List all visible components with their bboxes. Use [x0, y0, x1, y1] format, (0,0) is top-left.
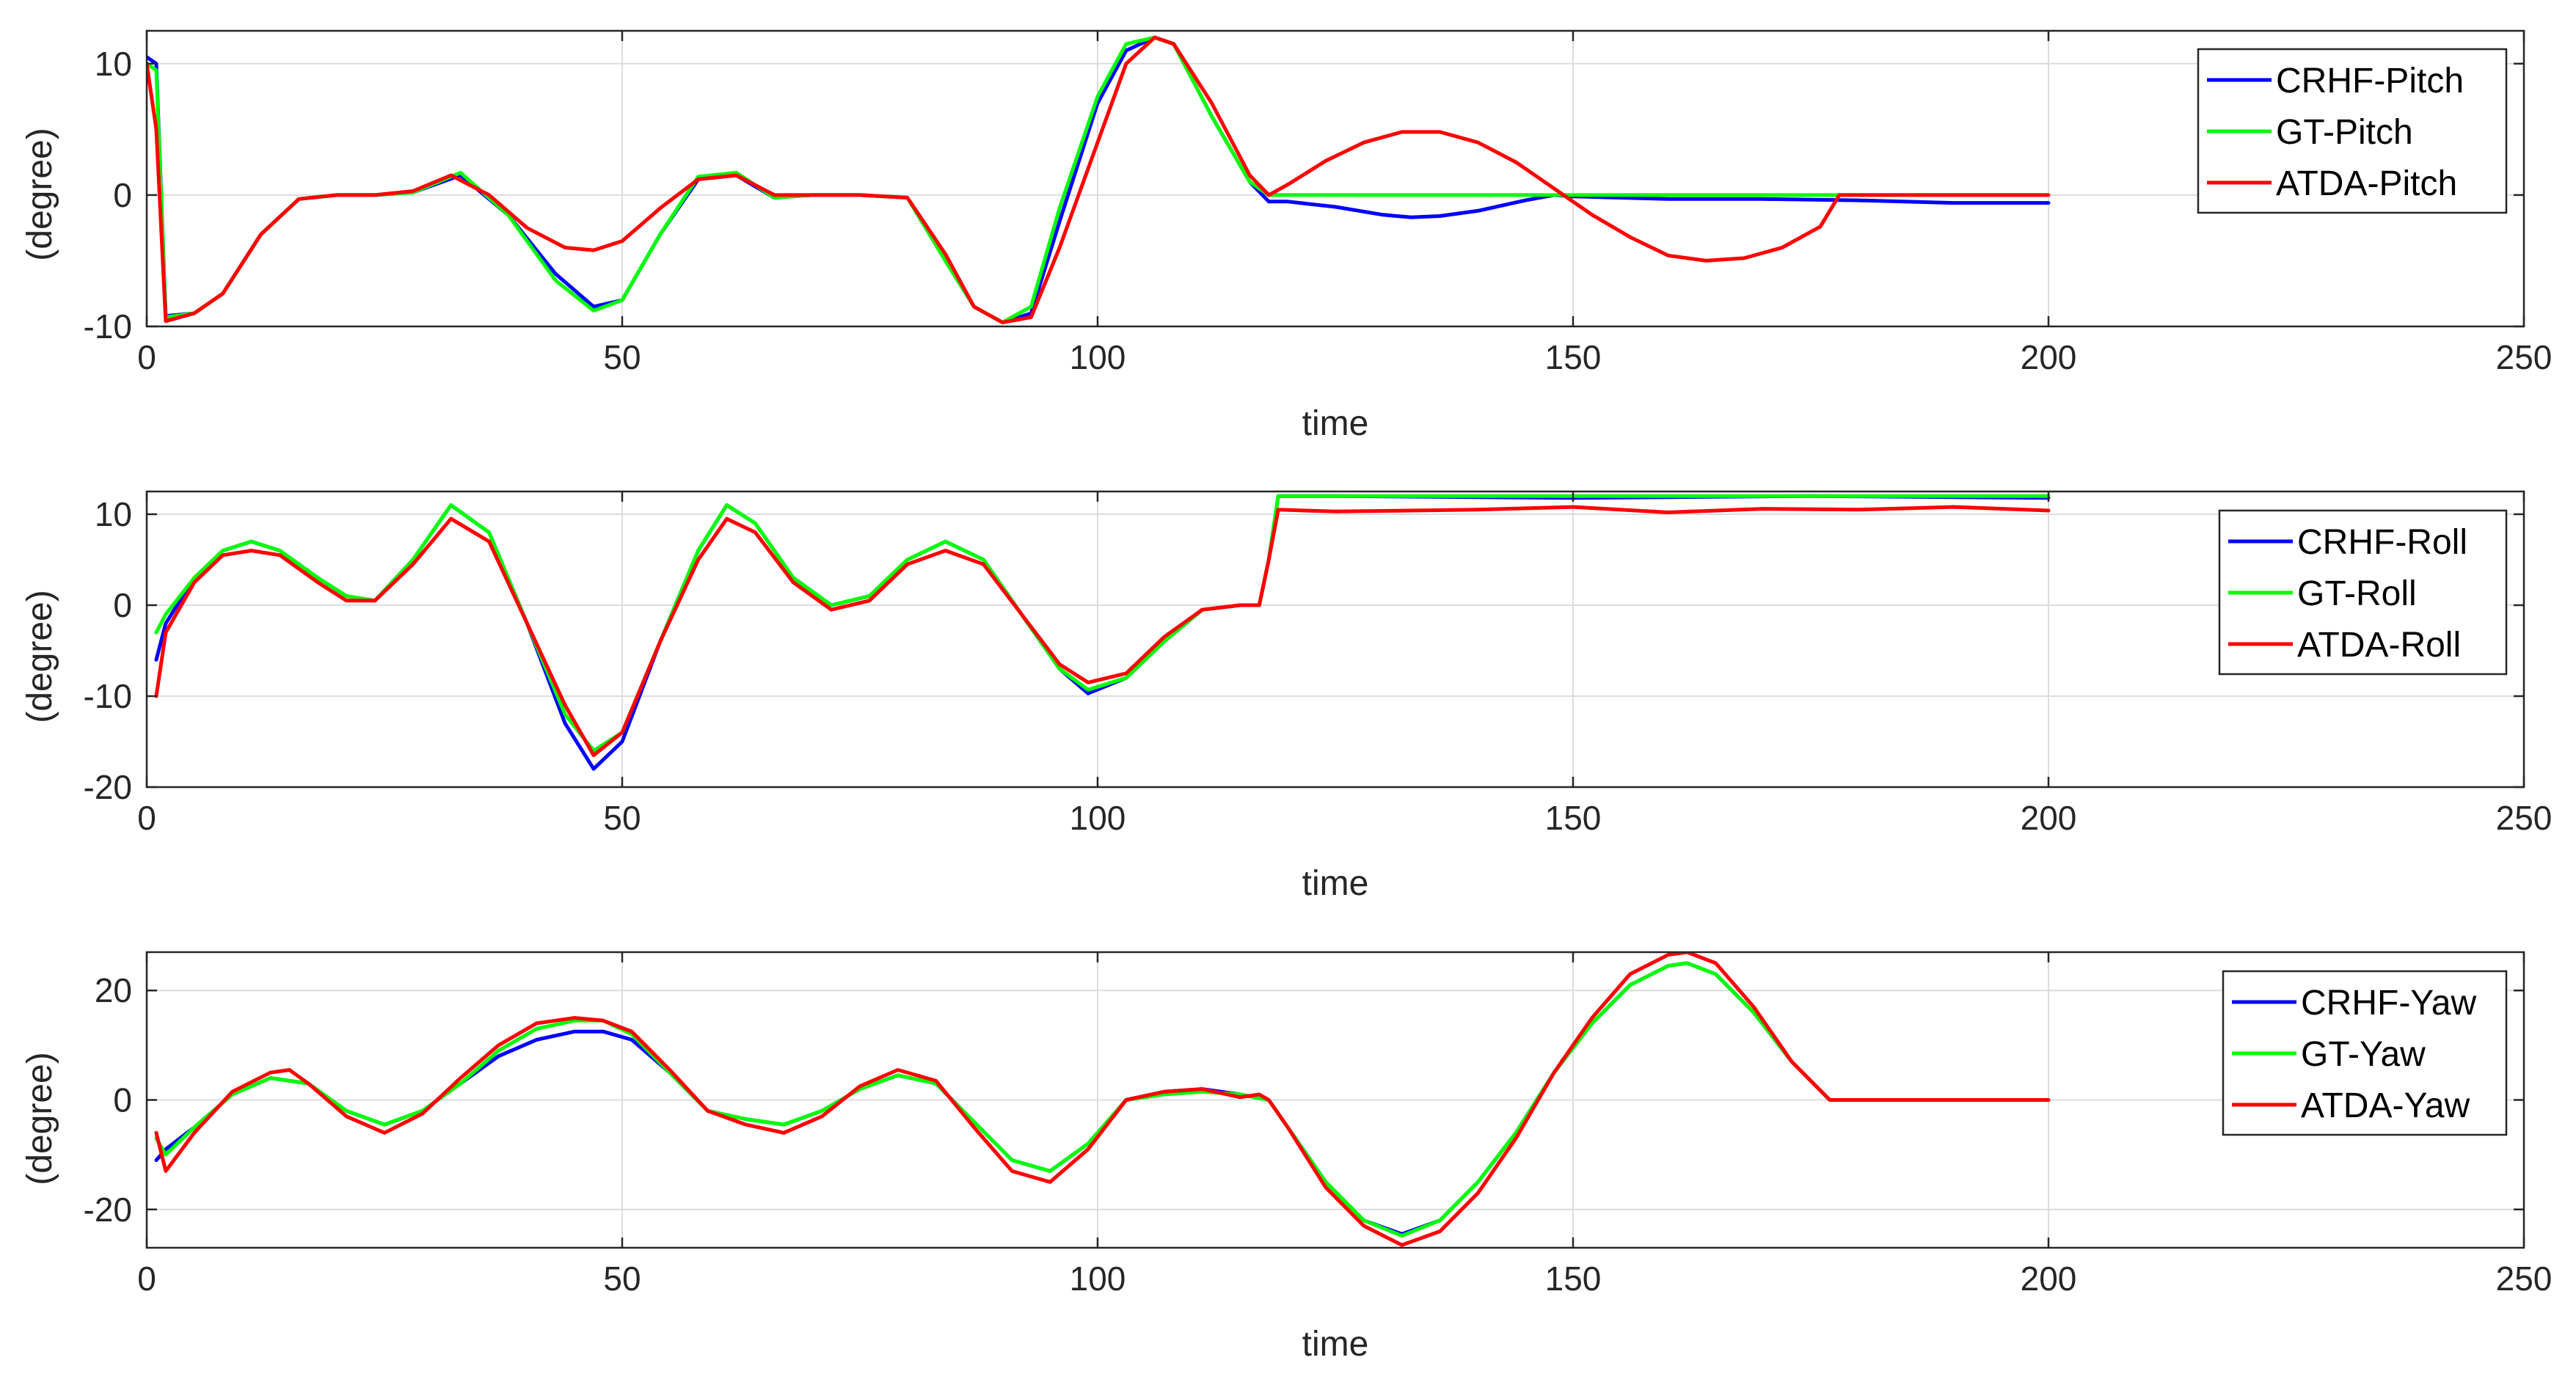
roll-x-tick-label: 150	[1545, 799, 1602, 837]
yaw-x-tick-label: 250	[2496, 1259, 2553, 1298]
pitch-x-tick-label: 50	[603, 338, 641, 376]
yaw-x-tick-label: 50	[603, 1259, 641, 1298]
roll-plot-area	[147, 491, 2524, 787]
pitch-x-tick-label: 0	[137, 338, 156, 376]
yaw-y-axis-label: (degree)	[21, 1052, 59, 1185]
legend-label-gt-roll: GT-Roll	[2297, 574, 2417, 613]
yaw-x-tick-label: 0	[137, 1259, 156, 1298]
pitch-y-axis-label: (degree)	[21, 128, 59, 260]
pitch-x-tick-label: 200	[2021, 338, 2077, 376]
yaw-x-tick-label: 150	[1545, 1259, 1602, 1298]
yaw-x-axis-label: time	[1302, 1325, 1369, 1364]
series-line-atda-pitch	[147, 35, 2051, 325]
pitch-legend: CRHF-Pitch GT-Pitch ATDA-Pitch	[2197, 48, 2508, 214]
roll-x-tick-label: 100	[1070, 799, 1126, 837]
roll-x-tick-label: 250	[2496, 799, 2553, 837]
legend-label-atda-pitch: ATDA-Pitch	[2276, 164, 2457, 203]
roll-axes-frame	[145, 490, 2525, 789]
pitch-y-tick-label: 0	[113, 176, 132, 214]
pitch-x-tick-label: 100	[1070, 338, 1126, 376]
legend-label-atda-roll: ATDA-Roll	[2297, 626, 2461, 665]
roll-y-tick-label: 0	[113, 586, 132, 624]
roll-y-axis-label: (degree)	[21, 590, 59, 723]
roll-legend: CRHF-Roll GT-Roll ATDA-Roll	[2218, 509, 2508, 676]
yaw-y-tick-label: -20	[84, 1191, 132, 1229]
pitch-x-tick-label: 150	[1545, 338, 1602, 376]
legend-label-gt-pitch: GT-Pitch	[2276, 113, 2413, 152]
pitch-y-tick-label: 10	[95, 45, 132, 83]
pitch-x-axis-label: time	[1302, 404, 1369, 443]
roll-y-tick-label: -10	[84, 677, 132, 715]
legend-label-crhf-pitch: CRHF-Pitch	[2276, 62, 2464, 100]
yaw-legend: CRHF-Yaw GT-Yaw ATDA-Yaw	[2222, 970, 2508, 1136]
legend-label-crhf-yaw: CRHF-Yaw	[2301, 984, 2476, 1023]
pitch-axes-frame	[145, 29, 2525, 328]
roll-x-tick-label: 50	[603, 799, 641, 837]
roll-y-tick-label: -20	[84, 768, 132, 806]
yaw-x-tick-label: 100	[1070, 1259, 1126, 1298]
roll-x-tick-label: 0	[137, 799, 156, 837]
series-line-atda-roll	[154, 505, 2051, 758]
roll-x-tick-label: 200	[2021, 799, 2077, 837]
legend-label-atda-yaw: ATDA-Yaw	[2301, 1086, 2470, 1125]
pitch-x-tick-label: 250	[2496, 338, 2553, 376]
pitch-y-tick-label: -10	[84, 307, 132, 346]
legend-label-gt-yaw: GT-Yaw	[2301, 1035, 2426, 1074]
yaw-y-tick-label: 20	[95, 971, 132, 1009]
legend-label-crhf-roll: CRHF-Roll	[2297, 523, 2467, 562]
series-line-atda-yaw	[154, 952, 2051, 1247]
yaw-y-tick-label: 0	[113, 1081, 132, 1119]
roll-y-tick-label: 10	[95, 495, 132, 533]
yaw-x-tick-label: 200	[2021, 1259, 2077, 1298]
pitch-plot-area	[147, 31, 2524, 326]
roll-panel: time (degree) 0 50 100 150 200 250 -20 -10 0 10 CR…	[21, 490, 2553, 903]
roll-x-axis-label: time	[1302, 864, 1369, 903]
